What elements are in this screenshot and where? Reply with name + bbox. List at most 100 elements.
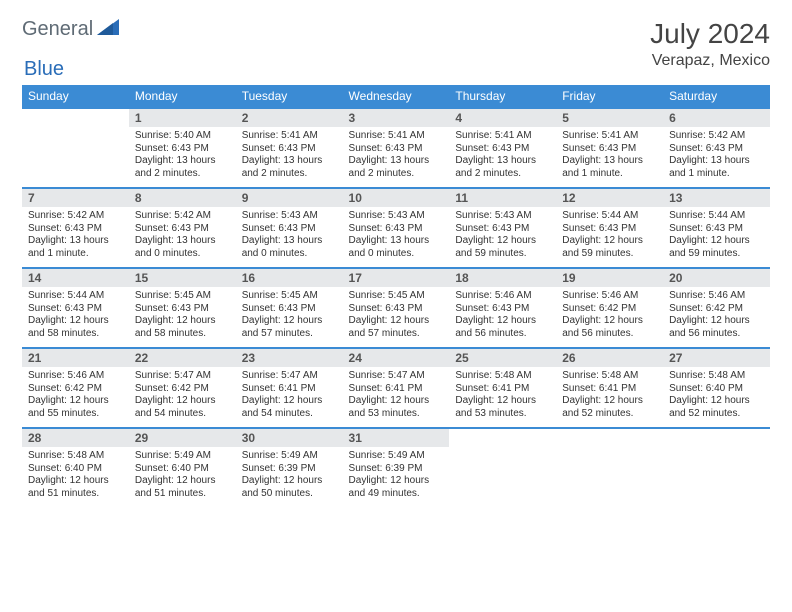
day-number: 23 bbox=[236, 349, 343, 367]
day-number: 10 bbox=[343, 189, 450, 207]
day-details: Sunrise: 5:46 AMSunset: 6:42 PMDaylight:… bbox=[556, 287, 663, 346]
weekday-header-row: Sunday Monday Tuesday Wednesday Thursday… bbox=[22, 85, 770, 108]
day-details: Sunrise: 5:44 AMSunset: 6:43 PMDaylight:… bbox=[556, 207, 663, 266]
calendar-day-cell: 30Sunrise: 5:49 AMSunset: 6:39 PMDayligh… bbox=[236, 428, 343, 507]
day-details: Sunrise: 5:41 AMSunset: 6:43 PMDaylight:… bbox=[449, 127, 556, 186]
daylight-text: Daylight: 12 hours and 49 minutes. bbox=[349, 475, 444, 500]
calendar-day-cell bbox=[556, 428, 663, 507]
day-number: 26 bbox=[556, 349, 663, 367]
brand-text-blue: Blue bbox=[24, 58, 64, 80]
sunrise-text: Sunrise: 5:48 AM bbox=[455, 370, 550, 383]
daylight-text: Daylight: 12 hours and 50 minutes. bbox=[242, 475, 337, 500]
sunrise-text: Sunrise: 5:48 AM bbox=[562, 370, 657, 383]
calendar-day-cell: 2Sunrise: 5:41 AMSunset: 6:43 PMDaylight… bbox=[236, 108, 343, 188]
day-number: 4 bbox=[449, 109, 556, 127]
daylight-text: Daylight: 12 hours and 51 minutes. bbox=[28, 475, 123, 500]
calendar-week-row: 1Sunrise: 5:40 AMSunset: 6:43 PMDaylight… bbox=[22, 108, 770, 188]
daylight-text: Daylight: 12 hours and 53 minutes. bbox=[455, 395, 550, 420]
day-details: Sunrise: 5:41 AMSunset: 6:43 PMDaylight:… bbox=[343, 127, 450, 186]
day-details: Sunrise: 5:49 AMSunset: 6:39 PMDaylight:… bbox=[236, 447, 343, 506]
sunrise-text: Sunrise: 5:49 AM bbox=[242, 450, 337, 463]
brand-logo: General bbox=[22, 18, 121, 41]
day-number: 16 bbox=[236, 269, 343, 287]
daylight-text: Daylight: 12 hours and 52 minutes. bbox=[562, 395, 657, 420]
calendar-week-row: 14Sunrise: 5:44 AMSunset: 6:43 PMDayligh… bbox=[22, 268, 770, 348]
day-number: 3 bbox=[343, 109, 450, 127]
calendar-day-cell: 14Sunrise: 5:44 AMSunset: 6:43 PMDayligh… bbox=[22, 268, 129, 348]
calendar-day-cell: 18Sunrise: 5:46 AMSunset: 6:43 PMDayligh… bbox=[449, 268, 556, 348]
sunset-text: Sunset: 6:43 PM bbox=[562, 143, 657, 156]
day-number: 11 bbox=[449, 189, 556, 207]
sunrise-text: Sunrise: 5:44 AM bbox=[669, 210, 764, 223]
calendar-day-cell: 11Sunrise: 5:43 AMSunset: 6:43 PMDayligh… bbox=[449, 188, 556, 268]
sunrise-text: Sunrise: 5:44 AM bbox=[562, 210, 657, 223]
day-details: Sunrise: 5:41 AMSunset: 6:43 PMDaylight:… bbox=[236, 127, 343, 186]
month-title: July 2024 bbox=[650, 18, 770, 50]
daylight-text: Daylight: 12 hours and 59 minutes. bbox=[562, 235, 657, 260]
sunrise-text: Sunrise: 5:41 AM bbox=[242, 130, 337, 143]
calendar-day-cell: 28 Sunrise: 5:48 AMSunset: 6:40 PMDayligh… bbox=[22, 428, 129, 507]
day-details: Sunrise: 5:45 AMSunset: 6:43 PMDaylight:… bbox=[343, 287, 450, 346]
sunset-text: Sunset: 6:40 PM bbox=[28, 463, 123, 476]
day-details: Sunrise: 5:43 AMSunset: 6:43 PMDaylight:… bbox=[449, 207, 556, 266]
day-number: 20 bbox=[663, 269, 770, 287]
sunrise-text: Sunrise: 5:44 AM bbox=[28, 290, 123, 303]
sunrise-text: Sunrise: 5:49 AM bbox=[349, 450, 444, 463]
calendar-day-cell: 13Sunrise: 5:44 AMSunset: 6:43 PMDayligh… bbox=[663, 188, 770, 268]
day-number: 13 bbox=[663, 189, 770, 207]
calendar-day-cell: 15Sunrise: 5:45 AMSunset: 6:43 PMDayligh… bbox=[129, 268, 236, 348]
day-details: Sunrise: 5:44 AMSunset: 6:43 PMDaylight:… bbox=[663, 207, 770, 266]
day-details: Sunrise: 5:46 AMSunset: 6:43 PMDaylight:… bbox=[449, 287, 556, 346]
weekday-header: Saturday bbox=[663, 85, 770, 108]
sunset-text: Sunset: 6:39 PM bbox=[242, 463, 337, 476]
sunrise-text: Sunrise: 5:46 AM bbox=[28, 370, 123, 383]
sunrise-text: Sunrise: 5:47 AM bbox=[349, 370, 444, 383]
day-number: 2 bbox=[236, 109, 343, 127]
sunset-text: Sunset: 6:43 PM bbox=[669, 143, 764, 156]
calendar-day-cell: 5Sunrise: 5:41 AMSunset: 6:43 PMDaylight… bbox=[556, 108, 663, 188]
sunset-text: Sunset: 6:43 PM bbox=[242, 223, 337, 236]
daylight-text: Daylight: 12 hours and 59 minutes. bbox=[455, 235, 550, 260]
weekday-header: Monday bbox=[129, 85, 236, 108]
sunrise-text: Sunrise: 5:48 AM bbox=[28, 450, 123, 463]
calendar-week-row: 7Sunrise: 5:42 AMSunset: 6:43 PMDaylight… bbox=[22, 188, 770, 268]
sunset-text: Sunset: 6:42 PM bbox=[562, 303, 657, 316]
day-number: 12 bbox=[556, 189, 663, 207]
daylight-text: Daylight: 13 hours and 0 minutes. bbox=[349, 235, 444, 260]
day-number: 1 bbox=[129, 109, 236, 127]
sunset-text: Sunset: 6:43 PM bbox=[135, 223, 230, 236]
daylight-text: Daylight: 13 hours and 1 minute. bbox=[28, 235, 123, 260]
day-details: Sunrise: 5:40 AMSunset: 6:43 PMDaylight:… bbox=[129, 127, 236, 186]
calendar-day-cell: 21Sunrise: 5:46 AMSunset: 6:42 PMDayligh… bbox=[22, 348, 129, 428]
sunset-text: Sunset: 6:43 PM bbox=[562, 223, 657, 236]
daylight-text: Daylight: 13 hours and 2 minutes. bbox=[349, 155, 444, 180]
weekday-header: Tuesday bbox=[236, 85, 343, 108]
sunrise-text: Sunrise: 5:42 AM bbox=[28, 210, 123, 223]
sunset-text: Sunset: 6:42 PM bbox=[135, 383, 230, 396]
sunset-text: Sunset: 6:43 PM bbox=[242, 303, 337, 316]
weekday-header: Friday bbox=[556, 85, 663, 108]
calendar-day-cell: 9Sunrise: 5:43 AMSunset: 6:43 PMDaylight… bbox=[236, 188, 343, 268]
daylight-text: Daylight: 12 hours and 56 minutes. bbox=[562, 315, 657, 340]
day-details: Sunrise: 5:45 AMSunset: 6:43 PMDaylight:… bbox=[129, 287, 236, 346]
day-details: Sunrise: 5:46 AMSunset: 6:42 PMDaylight:… bbox=[22, 367, 129, 426]
day-number: 28 bbox=[22, 429, 129, 447]
daylight-text: Daylight: 13 hours and 1 minute. bbox=[669, 155, 764, 180]
calendar-day-cell: 23Sunrise: 5:47 AMSunset: 6:41 PMDayligh… bbox=[236, 348, 343, 428]
calendar-day-cell: 25Sunrise: 5:48 AMSunset: 6:41 PMDayligh… bbox=[449, 348, 556, 428]
sunset-text: Sunset: 6:43 PM bbox=[28, 223, 123, 236]
day-number: 6 bbox=[663, 109, 770, 127]
sunset-text: Sunset: 6:43 PM bbox=[242, 143, 337, 156]
daylight-text: Daylight: 12 hours and 53 minutes. bbox=[349, 395, 444, 420]
calendar-day-cell: 26 Sunrise: 5:48 AMSunset: 6:41 PMDayligh… bbox=[556, 348, 663, 428]
daylight-text: Daylight: 13 hours and 2 minutes. bbox=[135, 155, 230, 180]
brand-triangle-icon bbox=[97, 19, 119, 40]
day-number bbox=[556, 429, 663, 447]
sunset-text: Sunset: 6:41 PM bbox=[349, 383, 444, 396]
day-details: Sunrise: 5:41 AMSunset: 6:43 PMDaylight:… bbox=[556, 127, 663, 186]
sunset-text: Sunset: 6:41 PM bbox=[562, 383, 657, 396]
daylight-text: Daylight: 12 hours and 52 minutes. bbox=[669, 395, 764, 420]
sunset-text: Sunset: 6:41 PM bbox=[455, 383, 550, 396]
daylight-text: Daylight: 12 hours and 54 minutes. bbox=[135, 395, 230, 420]
calendar-day-cell: 6Sunrise: 5:42 AMSunset: 6:43 PMDaylight… bbox=[663, 108, 770, 188]
